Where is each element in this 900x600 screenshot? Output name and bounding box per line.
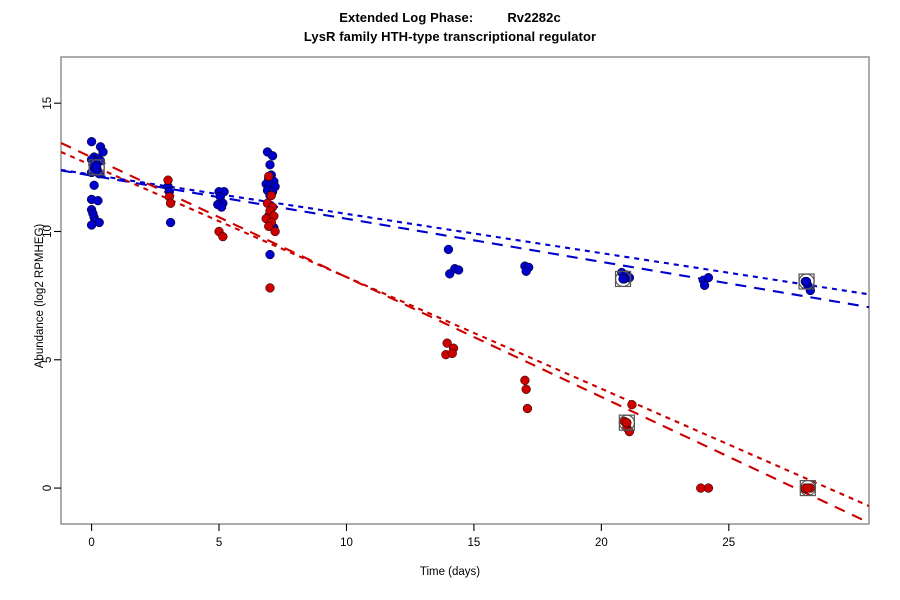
highlighted-points-layer [88, 159, 816, 497]
data-point [264, 171, 274, 181]
highlighted-point-marker [798, 273, 815, 290]
data-point [699, 280, 710, 291]
x-tick-label: 20 [595, 537, 608, 549]
data-point [703, 483, 714, 493]
data-point [93, 196, 103, 206]
data-point [163, 175, 173, 185]
data-point [267, 151, 278, 161]
data-point [265, 249, 275, 260]
data-point [218, 231, 228, 242]
x-tick-label: 15 [468, 537, 481, 549]
data-points-layer [86, 137, 816, 493]
y-axis-label: Abundance (log2 RPMHEG) [34, 223, 46, 369]
series-blue [86, 137, 816, 296]
series-red [163, 171, 816, 493]
data-point [521, 266, 531, 276]
highlighted-point-marker [799, 479, 816, 497]
data-point [265, 160, 275, 170]
y-tick-label: 5 [42, 357, 54, 363]
data-point [86, 220, 97, 230]
data-point [165, 217, 176, 228]
x-tick-label: 5 [216, 537, 222, 549]
data-point [442, 338, 452, 348]
data-point [89, 180, 99, 190]
x-tick-label: 25 [722, 537, 735, 549]
data-point [216, 202, 227, 212]
regression-fit-lines [61, 142, 869, 524]
data-point [447, 348, 457, 359]
fit-line [61, 150, 869, 508]
chart-title-line-2: LysR family HTH-type transcriptional reg… [303, 29, 597, 44]
chart-title-line-1: Extended Log Phase: Rv2282c [0, 8, 900, 27]
data-point [521, 384, 531, 394]
data-point [266, 190, 276, 201]
x-axis: 0 5 10 15 20 25 [88, 524, 735, 549]
data-point [522, 403, 533, 414]
highlighted-point-marker [618, 414, 635, 431]
data-point [86, 137, 97, 147]
data-point [445, 269, 455, 279]
fit-line [61, 168, 869, 296]
data-point [624, 426, 635, 437]
x-tick-label: 10 [340, 537, 353, 549]
data-point [98, 147, 108, 157]
fit-line [61, 142, 869, 524]
chart-title-gene-id: Rv2282c [507, 10, 561, 25]
data-point [264, 221, 274, 232]
data-point [265, 283, 275, 293]
x-tick-label: 0 [88, 537, 94, 549]
y-tick-label: 15 [42, 97, 54, 110]
y-tick-label: 0 [42, 485, 54, 491]
plot-frame [60, 56, 870, 525]
fit-line [61, 169, 869, 309]
data-point [270, 226, 280, 237]
data-point [520, 375, 530, 385]
data-point [453, 265, 464, 275]
x-axis-label: Time (days) [419, 566, 481, 578]
data-point [165, 198, 176, 208]
chart-title-prefix: Extended Log Phase: [339, 10, 474, 25]
y-axis: 0 5 10 15 [42, 97, 61, 491]
chart-title: Extended Log Phase: Rv2282c LysR family H… [0, 8, 900, 46]
highlighted-point-marker [88, 159, 105, 176]
data-point [703, 273, 714, 283]
data-point [443, 244, 454, 255]
y-tick-label: 10 [42, 225, 54, 238]
data-point [627, 400, 637, 410]
highlighted-point-marker [614, 270, 632, 288]
